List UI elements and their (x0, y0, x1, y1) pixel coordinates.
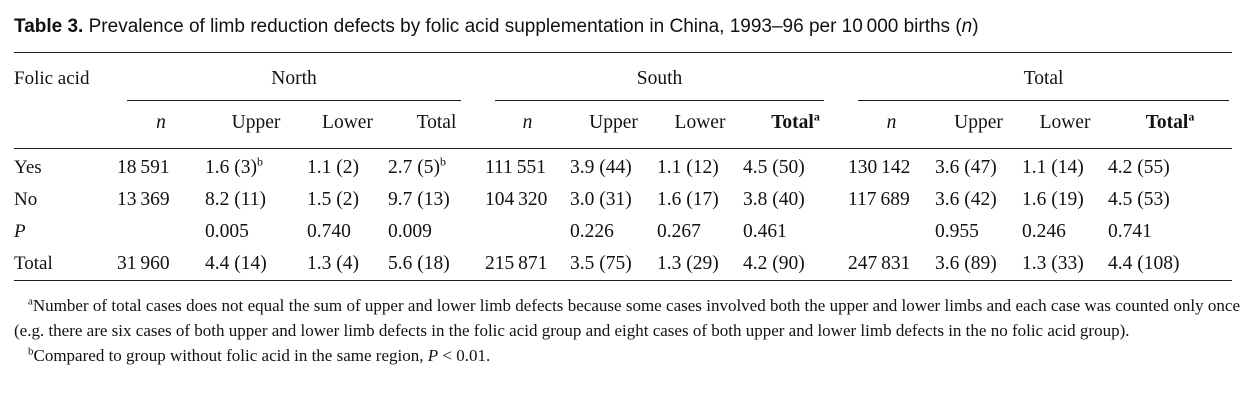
table-cell: 4.5 (53) (1108, 189, 1170, 210)
footnote-marker-b: b (440, 154, 446, 169)
sub-header-row: n Upper Lower Total n Upper Lower Totala… (14, 101, 1233, 149)
footnote-b-text: Compared to group without folic acid in … (33, 345, 428, 365)
table-cell: 4.4 (108) (1108, 253, 1180, 274)
table-cell: 13 369 (117, 189, 170, 210)
footnote-marker-b: b (257, 154, 263, 169)
row-label: P (14, 221, 26, 242)
table-cell: 2.7 (5)b (388, 154, 446, 179)
table-cell: 3.6 (42) (935, 189, 997, 210)
group-header-north-cell: North (117, 53, 485, 101)
table-title-suffix: ) (972, 16, 979, 37)
table-cell: 0.267 (657, 221, 701, 242)
table-cell: 4.2 (55) (1108, 157, 1170, 178)
table-cell: 4.2 (90) (743, 253, 805, 274)
group-header-north: North (127, 68, 461, 101)
prevalence-table: Folic acid North South Total n Upper Low… (14, 52, 1233, 281)
footnote-b-p-italic: P (427, 345, 439, 365)
table-header: Folic acid North South Total n Upper Low… (14, 53, 1233, 149)
col-header-south-total: Totala (743, 101, 849, 149)
table-cell: 247 831 (848, 253, 911, 274)
table-body: Yes 18 591 1.6 (3)b 1.1 (2) 2.7 (5)b 111… (14, 149, 1232, 281)
table-cell: 1.1 (2) (307, 157, 359, 178)
row-p-value: P 0.005 0.740 0.009 0.226 0.267 0.461 0.… (14, 216, 1232, 248)
table-cell: 1.1 (12) (657, 157, 719, 178)
table-cell: 1.6 (3)b (205, 154, 263, 179)
footnote-marker-a: a (1188, 109, 1195, 124)
col-header-folic-acid: Folic acid (14, 68, 90, 89)
row-label: No (14, 189, 38, 210)
group-header-south-cell: South (485, 53, 848, 101)
col-header-total-n: n (848, 101, 936, 149)
table-title-n-italic: n (961, 16, 973, 37)
table-cell: 1.6 (19) (1022, 189, 1084, 210)
table-cell: 215 871 (485, 253, 548, 274)
row-no: No 13 369 8.2 (11) 1.5 (2) 9.7 (13) 104 … (14, 184, 1232, 216)
table-cell: 1.3 (33) (1022, 253, 1084, 274)
table-cell: 1.3 (29) (657, 253, 719, 274)
table-caption: Table 3. Prevalence of limb reduction de… (14, 0, 1246, 38)
group-header-row: Folic acid North South Total (14, 53, 1232, 101)
table-cell: 1.6 (17) (657, 189, 719, 210)
col-header-total-lower: Lower (1022, 101, 1109, 149)
table-cell: 117 689 (848, 189, 910, 210)
col-header-north-upper: Upper (205, 101, 307, 149)
table-cell: 0.741 (1108, 221, 1152, 242)
table-cell: 0.009 (388, 221, 432, 242)
group-header-total: Total (858, 68, 1230, 101)
table-cell: 1.3 (4) (307, 253, 359, 274)
col-header-south-lower: Lower (657, 101, 743, 149)
col-header-north-n: n (117, 101, 205, 149)
table-cell: 0.740 (307, 221, 351, 242)
footnote-a-marker: a (28, 294, 33, 307)
footnote-b-marker: b (28, 344, 34, 357)
table-cell (485, 216, 570, 248)
table-cell: 0.005 (205, 221, 249, 242)
table-title-text: Prevalence of limb reduction defects by … (83, 16, 962, 37)
table-cell: 8.2 (11) (205, 189, 267, 210)
group-header-total-cell: Total (848, 53, 1232, 101)
table-cell: 1.5 (2) (307, 189, 359, 210)
table-cell: 3.0 (31) (570, 189, 632, 210)
table-cell: 0.461 (743, 221, 787, 242)
table-cell: 1.1 (14) (1022, 157, 1084, 178)
table-cell: 18 591 (117, 157, 170, 178)
footnote-a: aNumber of total cases does not equal th… (14, 293, 1240, 343)
table-cell: 0.246 (1022, 221, 1066, 242)
table-cell (848, 216, 935, 248)
table-cell: 0.226 (570, 221, 614, 242)
table-cell: 9.7 (13) (388, 189, 450, 210)
footnote-b-text-end: < 0.01. (438, 345, 491, 365)
row-yes: Yes 18 591 1.6 (3)b 1.1 (2) 2.7 (5)b 111… (14, 149, 1232, 184)
row-total: Total 31 960 4.4 (14) 1.3 (4) 5.6 (18) 2… (14, 248, 1232, 281)
col-header-north-total: Total (388, 101, 485, 149)
footnote-a-text: Number of total cases does not equal the… (14, 295, 1240, 340)
col-header-total-total: Totala (1108, 101, 1233, 149)
col-header-south-upper: Upper (570, 101, 657, 149)
table-cell: 130 142 (848, 157, 911, 178)
table-cell: 4.4 (14) (205, 253, 267, 274)
sub-header-empty (14, 101, 117, 149)
footnote-marker-a: a (813, 109, 820, 124)
table-cell: 3.6 (89) (935, 253, 997, 274)
table-cell: 3.5 (75) (570, 253, 632, 274)
col-header-north-lower: Lower (307, 101, 388, 149)
row-label: Yes (14, 157, 42, 178)
footnote-b: bCompared to group without folic acid in… (14, 343, 1240, 368)
table-cell: 3.8 (40) (743, 189, 805, 210)
table-cell (117, 216, 205, 248)
row-label: Total (14, 253, 53, 274)
group-header-south: South (495, 68, 825, 101)
table-cell: 111 551 (485, 157, 546, 178)
table-cell: 3.9 (44) (570, 157, 632, 178)
table-cell: 0.955 (935, 221, 979, 242)
col-header-total-upper: Upper (935, 101, 1023, 149)
table-cell: 104 320 (485, 189, 548, 210)
table-cell: 3.6 (47) (935, 157, 997, 178)
table-cell: 5.6 (18) (388, 253, 450, 274)
table-cell: 4.5 (50) (743, 157, 805, 178)
table-number: Table 3. (14, 16, 84, 37)
table-cell: 31 960 (117, 253, 170, 274)
col-header-south-n: n (485, 101, 570, 149)
